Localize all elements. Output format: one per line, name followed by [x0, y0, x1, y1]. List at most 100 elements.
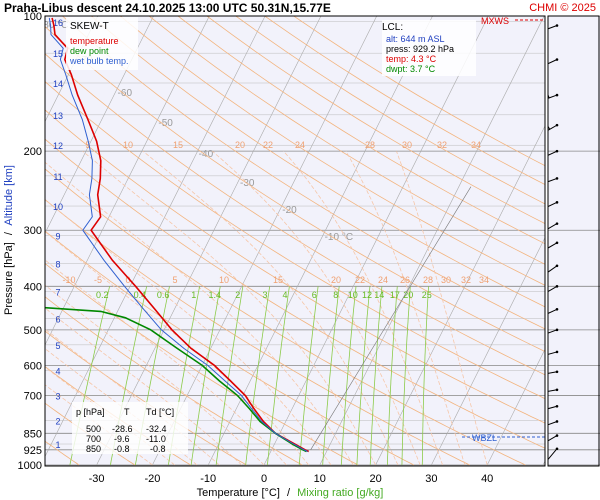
lcl-title: LCL:	[382, 22, 403, 33]
adiabat-label: 15	[273, 275, 283, 285]
table-cell: 500	[86, 424, 101, 434]
dew-point-curve	[45, 306, 307, 453]
wind-barb-shaft	[548, 329, 558, 334]
mixing-ratio-label: 20	[403, 290, 413, 300]
lcl-dewpoint: dwpt: 3.7 °C	[386, 64, 436, 74]
temperature-tick-label: 20	[369, 473, 381, 485]
dry-adiabat	[148, 16, 545, 265]
adiabat-label: 34	[471, 140, 481, 150]
wind-panel	[548, 16, 600, 466]
adiabat-label: 15	[173, 140, 183, 150]
pressure-tick-label: 700	[24, 390, 42, 402]
mixing-ratio-line	[322, 286, 340, 466]
table-cell: -32.4	[146, 424, 167, 434]
wind-frame	[547, 15, 600, 467]
moist-adiabat	[396, 151, 488, 466]
wind-barb	[548, 328, 559, 334]
moist-adiabat	[82, 150, 376, 466]
mixing-ratio-label: 1.4	[208, 290, 221, 300]
wind-barb-shaft	[548, 371, 558, 374]
table-header-temperature: T	[124, 407, 130, 417]
temperature-tick-label: -30	[89, 473, 105, 485]
moist-adiabat	[45, 259, 287, 466]
table-header-dewpoint: Td [°C]	[146, 407, 174, 417]
adiabat-label: 22	[355, 275, 365, 285]
dry-adiabat	[45, 296, 303, 466]
adiabat-label: 28	[423, 275, 433, 285]
isotherm-line	[486, 348, 545, 466]
table-header-pressure: p [hPa]	[76, 407, 105, 417]
wind-barb-shaft	[548, 59, 558, 65]
isotherm-label: -80 °C	[40, 20, 68, 31]
mixing-ratio-line	[215, 286, 244, 466]
mixing-ratio-line	[190, 286, 221, 466]
wind-barb	[548, 434, 559, 442]
credit-text: CHMI © 2025	[529, 2, 596, 14]
wind-barb-shaft	[548, 223, 558, 230]
mixing-ratio-line	[401, 286, 411, 466]
wind-barb	[548, 285, 559, 293]
mixing-ratio-line	[421, 286, 429, 465]
pressure-tick-label: 600	[24, 360, 42, 372]
wind-barb-shaft	[548, 285, 558, 293]
isotherm-label: -40	[199, 149, 214, 160]
temperature-tick-label: 10	[314, 473, 326, 485]
pressure-tick-label: 300	[24, 225, 42, 237]
temperature-tick-label: 0	[261, 473, 267, 485]
mixing-ratio-line	[298, 286, 319, 466]
adiabat-label: 30	[402, 140, 412, 150]
wind-barb-shaft	[548, 448, 558, 461]
altitude-tick-label: 14	[53, 79, 63, 89]
table-cell: -9.6	[114, 434, 130, 444]
wind-barb-shaft	[548, 435, 558, 442]
wind-barb	[548, 222, 559, 230]
altitude-tick-label: 3	[55, 392, 60, 402]
isotherm-label: -10 °C	[325, 232, 353, 243]
legend-item-wet-bulb: wet bulb temp.	[69, 56, 129, 66]
altitude-tick-label: 11	[53, 172, 62, 182]
adiabat-label: 24	[378, 275, 388, 285]
adiabat-label: 24	[295, 140, 305, 150]
wind-barb	[548, 307, 559, 315]
temperature-tick-label: 30	[425, 473, 437, 485]
mixing-ratio-label: 0.2	[96, 290, 109, 300]
dry-adiabat	[45, 25, 545, 353]
isotherm-line	[207, 16, 433, 466]
altitude-tick-label: 8	[55, 260, 60, 270]
adiabat-label: 26	[400, 275, 410, 285]
dry-adiabat	[235, 16, 545, 205]
altitude-tick-label: 12	[53, 141, 63, 151]
adiabat-label: 28	[365, 140, 375, 150]
adiabat-label: 32	[461, 275, 471, 285]
mixing-ratio-label: 6	[312, 290, 317, 300]
dry-adiabat	[119, 16, 545, 286]
moist-adiabat	[345, 151, 466, 466]
altitude-tick-label: 7	[55, 288, 60, 298]
adiabat-label: 34	[479, 275, 489, 285]
mixing-ratio-label: 25	[422, 290, 432, 300]
legend-title: SKEW-T	[70, 21, 109, 32]
x-axis-label: Temperature [°C] / Mixing ratio [g/kg]	[197, 487, 384, 499]
moist-adiabat	[142, 150, 399, 466]
plot-frame	[44, 15, 546, 467]
dry-adiabat	[45, 262, 359, 466]
wind-barb	[548, 241, 559, 249]
isotherm-line	[45, 16, 98, 123]
isotherm-label: -60	[118, 88, 133, 99]
wind-barb-shaft	[548, 177, 558, 183]
mixing-ratio-label: 0.4	[134, 290, 147, 300]
table-cell: -0.8	[114, 444, 130, 454]
wind-barb-shaft	[548, 124, 558, 131]
dry-adiabat	[45, 109, 545, 424]
data-table: p [hPa] T Td [°C] 500 -28.6 -32.4 700 -9…	[72, 402, 188, 454]
wind-barb	[548, 370, 559, 374]
isotherm-line	[45, 16, 154, 234]
temperature-tick-label: 40	[481, 473, 493, 485]
dry-adiabat	[45, 168, 526, 466]
wind-barb	[548, 201, 559, 208]
y-axis-label: Pressure [hPa] / Altitude [km]	[3, 165, 15, 315]
altitude-tick-label: 10	[53, 202, 63, 212]
adiabat-label: 0	[125, 275, 130, 285]
altitude-tick-label: 9	[55, 231, 60, 241]
